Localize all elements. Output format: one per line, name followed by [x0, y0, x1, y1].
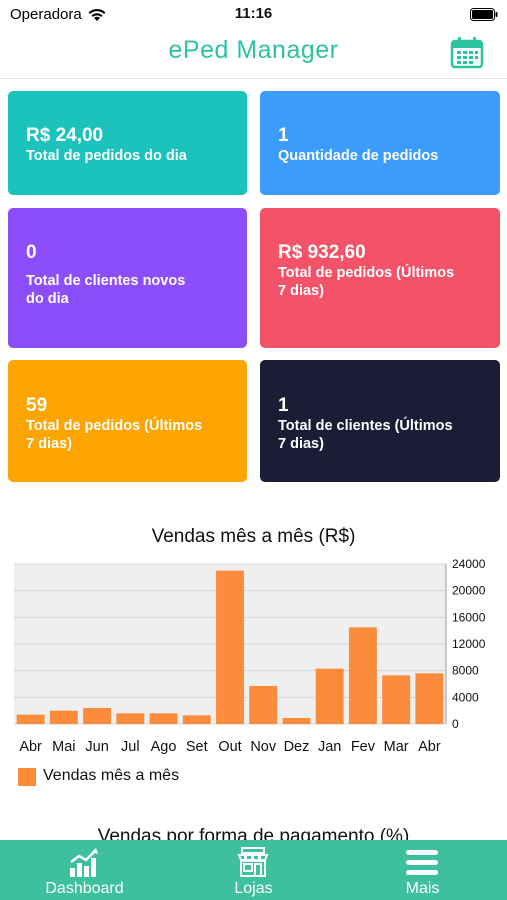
- card-clients-7-days: 1 Total de clientes (Últimos 7 dias): [260, 360, 500, 482]
- y-tick-label: 0: [452, 717, 459, 731]
- legend-label: Vendas mês a mês: [43, 767, 180, 784]
- tab-bar: Dashboard Lojas Mais: [0, 840, 507, 900]
- tab-lojas[interactable]: Lojas: [169, 840, 338, 900]
- card-value: R$ 24,00: [26, 125, 104, 146]
- app-header: ePed Manager: [0, 30, 507, 79]
- x-tick-label: Abr: [418, 739, 441, 755]
- card-label: Total de pedidos (Últimos 7 dias): [26, 417, 229, 453]
- calendar-icon[interactable]: [450, 35, 484, 69]
- x-tick-label: Mai: [52, 739, 75, 755]
- menu-icon: [406, 850, 438, 875]
- card-label: Total de pedidos do dia: [26, 148, 187, 164]
- x-tick-label: Jul: [121, 739, 140, 755]
- card-label-line: Total de clientes (Últimos: [278, 418, 453, 434]
- x-tick-label: Mar: [384, 739, 409, 755]
- x-tick-label: Ago: [151, 739, 177, 755]
- bar: [415, 673, 444, 724]
- bar: [83, 708, 112, 724]
- bar: [149, 713, 178, 724]
- card-label-line: Total de pedidos (Últimos: [278, 265, 455, 281]
- card-order-count-7-days: 59 Total de pedidos (Últimos 7 dias): [8, 360, 247, 482]
- x-tick-label: Nov: [250, 739, 277, 755]
- x-tick-label: Dez: [284, 739, 310, 755]
- card-label: Quantidade de pedidos: [278, 148, 439, 164]
- y-tick-label: 24000: [452, 557, 486, 571]
- card-label: Total de clientes novos do dia: [26, 272, 229, 308]
- store-icon: [237, 847, 269, 877]
- card-value: 1: [278, 395, 289, 416]
- card-value: 59: [26, 395, 48, 416]
- bar-chart-icon: [70, 848, 98, 877]
- x-tick-label: Set: [186, 739, 208, 755]
- app-title: ePed Manager: [168, 36, 339, 64]
- card-label: Total de clientes (Últimos 7 dias): [278, 417, 482, 453]
- bar: [282, 718, 311, 724]
- bar: [315, 668, 344, 724]
- legend-swatch: [18, 768, 36, 786]
- tab-label: Lojas: [234, 880, 273, 897]
- tab-label: Mais: [405, 880, 440, 897]
- bar: [182, 715, 211, 724]
- card-value: R$ 932,60: [278, 242, 366, 263]
- bar: [16, 714, 45, 724]
- y-tick-label: 12000: [452, 637, 486, 651]
- x-tick-label: Jun: [85, 739, 108, 755]
- card-orders-7-days: R$ 932,60 Total de pedidos (Últimos 7 di…: [260, 208, 500, 348]
- card-label-line: 7 dias): [26, 436, 72, 452]
- y-tick-label: 8000: [452, 664, 479, 678]
- status-bar: Operadora 11:16: [0, 0, 507, 30]
- card-label-line: Total de pedidos (Últimos: [26, 418, 203, 434]
- card-label-line: do dia: [26, 291, 69, 307]
- bar: [382, 675, 411, 724]
- x-tick-label: Jan: [318, 739, 341, 755]
- battery-icon: [470, 8, 498, 21]
- tab-label: Dashboard: [45, 880, 124, 897]
- carrier-name: Operadora: [10, 6, 82, 23]
- wifi-icon: [88, 8, 106, 21]
- tab-mais[interactable]: Mais: [338, 840, 507, 900]
- card-label-line: Total de clientes novos: [26, 273, 186, 289]
- card-label-line: 7 dias): [278, 283, 324, 299]
- x-tick-label: Fev: [351, 739, 376, 755]
- bar: [216, 570, 244, 724]
- bar: [348, 627, 377, 724]
- y-tick-label: 20000: [452, 584, 486, 598]
- tab-dashboard[interactable]: Dashboard: [0, 840, 169, 900]
- bar: [49, 710, 78, 724]
- monthly-sales-chart: 0 4000 8000 12000 16000 20000 24000 Abr Mai Jun Ju…: [14, 557, 486, 755]
- x-tick-label: Abr: [19, 739, 42, 755]
- x-tick-label: Out: [218, 739, 241, 755]
- clock: 11:16: [234, 5, 273, 22]
- card-value: 1: [278, 125, 289, 146]
- card-label: Total de pedidos (Últimos 7 dias): [278, 264, 482, 300]
- y-tick-label: 16000: [452, 610, 486, 624]
- card-order-count: 1 Quantidade de pedidos: [260, 91, 500, 195]
- card-value: 0: [26, 242, 37, 263]
- chart-title: Vendas mês a mês (R$): [151, 526, 356, 547]
- card-label-line: 7 dias): [278, 436, 324, 452]
- card-new-clients-today: 0 Total de clientes novos do dia: [8, 208, 247, 348]
- y-tick-label: 4000: [452, 690, 479, 704]
- bar: [249, 686, 278, 724]
- bar: [116, 713, 145, 724]
- card-orders-today: R$ 24,00 Total de pedidos do dia: [8, 91, 247, 195]
